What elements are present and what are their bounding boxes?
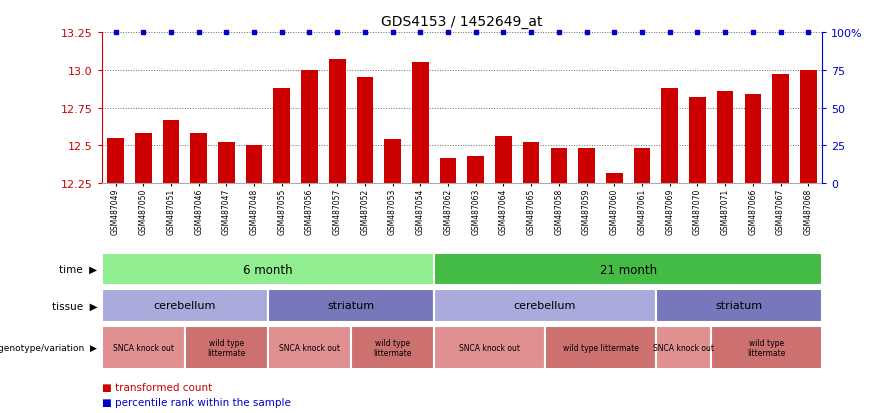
- Bar: [329, 60, 346, 184]
- Text: ■ percentile rank within the sample: ■ percentile rank within the sample: [102, 397, 291, 407]
- Bar: [634, 149, 651, 184]
- Bar: [773, 75, 789, 184]
- Text: tissue  ▶: tissue ▶: [51, 301, 97, 311]
- Bar: [495, 137, 512, 184]
- Bar: [522, 143, 539, 184]
- Bar: [656, 327, 712, 369]
- Text: wild type
littermate: wild type littermate: [748, 338, 786, 358]
- Bar: [434, 254, 822, 285]
- Bar: [434, 289, 656, 322]
- Bar: [661, 89, 678, 184]
- Bar: [268, 289, 434, 322]
- Bar: [268, 327, 351, 369]
- Bar: [439, 158, 456, 184]
- Bar: [102, 254, 434, 285]
- Bar: [690, 98, 705, 184]
- Text: ■ transformed count: ■ transformed count: [102, 382, 212, 392]
- Text: time  ▶: time ▶: [59, 264, 97, 275]
- Bar: [190, 134, 207, 184]
- Bar: [744, 95, 761, 184]
- Bar: [545, 327, 656, 369]
- Bar: [107, 138, 124, 184]
- Text: wild type littermate: wild type littermate: [562, 344, 638, 352]
- Text: striatum: striatum: [715, 301, 763, 311]
- Bar: [218, 143, 234, 184]
- Bar: [273, 89, 290, 184]
- Bar: [712, 327, 822, 369]
- Title: GDS4153 / 1452649_at: GDS4153 / 1452649_at: [381, 15, 543, 29]
- Text: wild type
littermate: wild type littermate: [207, 338, 246, 358]
- Bar: [412, 63, 429, 184]
- Bar: [717, 92, 734, 184]
- Bar: [606, 173, 622, 184]
- Text: cerebellum: cerebellum: [514, 301, 576, 311]
- Text: genotype/variation  ▶: genotype/variation ▶: [0, 344, 97, 352]
- Bar: [434, 327, 545, 369]
- Bar: [301, 71, 318, 184]
- Bar: [185, 327, 268, 369]
- Bar: [656, 289, 822, 322]
- Bar: [578, 149, 595, 184]
- Bar: [246, 146, 263, 184]
- Bar: [163, 121, 179, 184]
- Text: 6 month: 6 month: [243, 263, 293, 276]
- Text: striatum: striatum: [327, 301, 375, 311]
- Text: SNCA knock out: SNCA knock out: [459, 344, 520, 352]
- Bar: [385, 140, 401, 184]
- Text: 21 month: 21 month: [599, 263, 657, 276]
- Bar: [102, 289, 268, 322]
- Bar: [800, 71, 817, 184]
- Bar: [468, 157, 484, 184]
- Text: wild type
littermate: wild type littermate: [373, 338, 412, 358]
- Bar: [356, 78, 373, 184]
- Text: SNCA knock out: SNCA knock out: [279, 344, 340, 352]
- Text: SNCA knock out: SNCA knock out: [653, 344, 714, 352]
- Bar: [351, 327, 434, 369]
- Text: SNCA knock out: SNCA knock out: [113, 344, 174, 352]
- Text: cerebellum: cerebellum: [154, 301, 216, 311]
- Bar: [102, 327, 185, 369]
- Bar: [135, 134, 151, 184]
- Bar: [551, 149, 568, 184]
